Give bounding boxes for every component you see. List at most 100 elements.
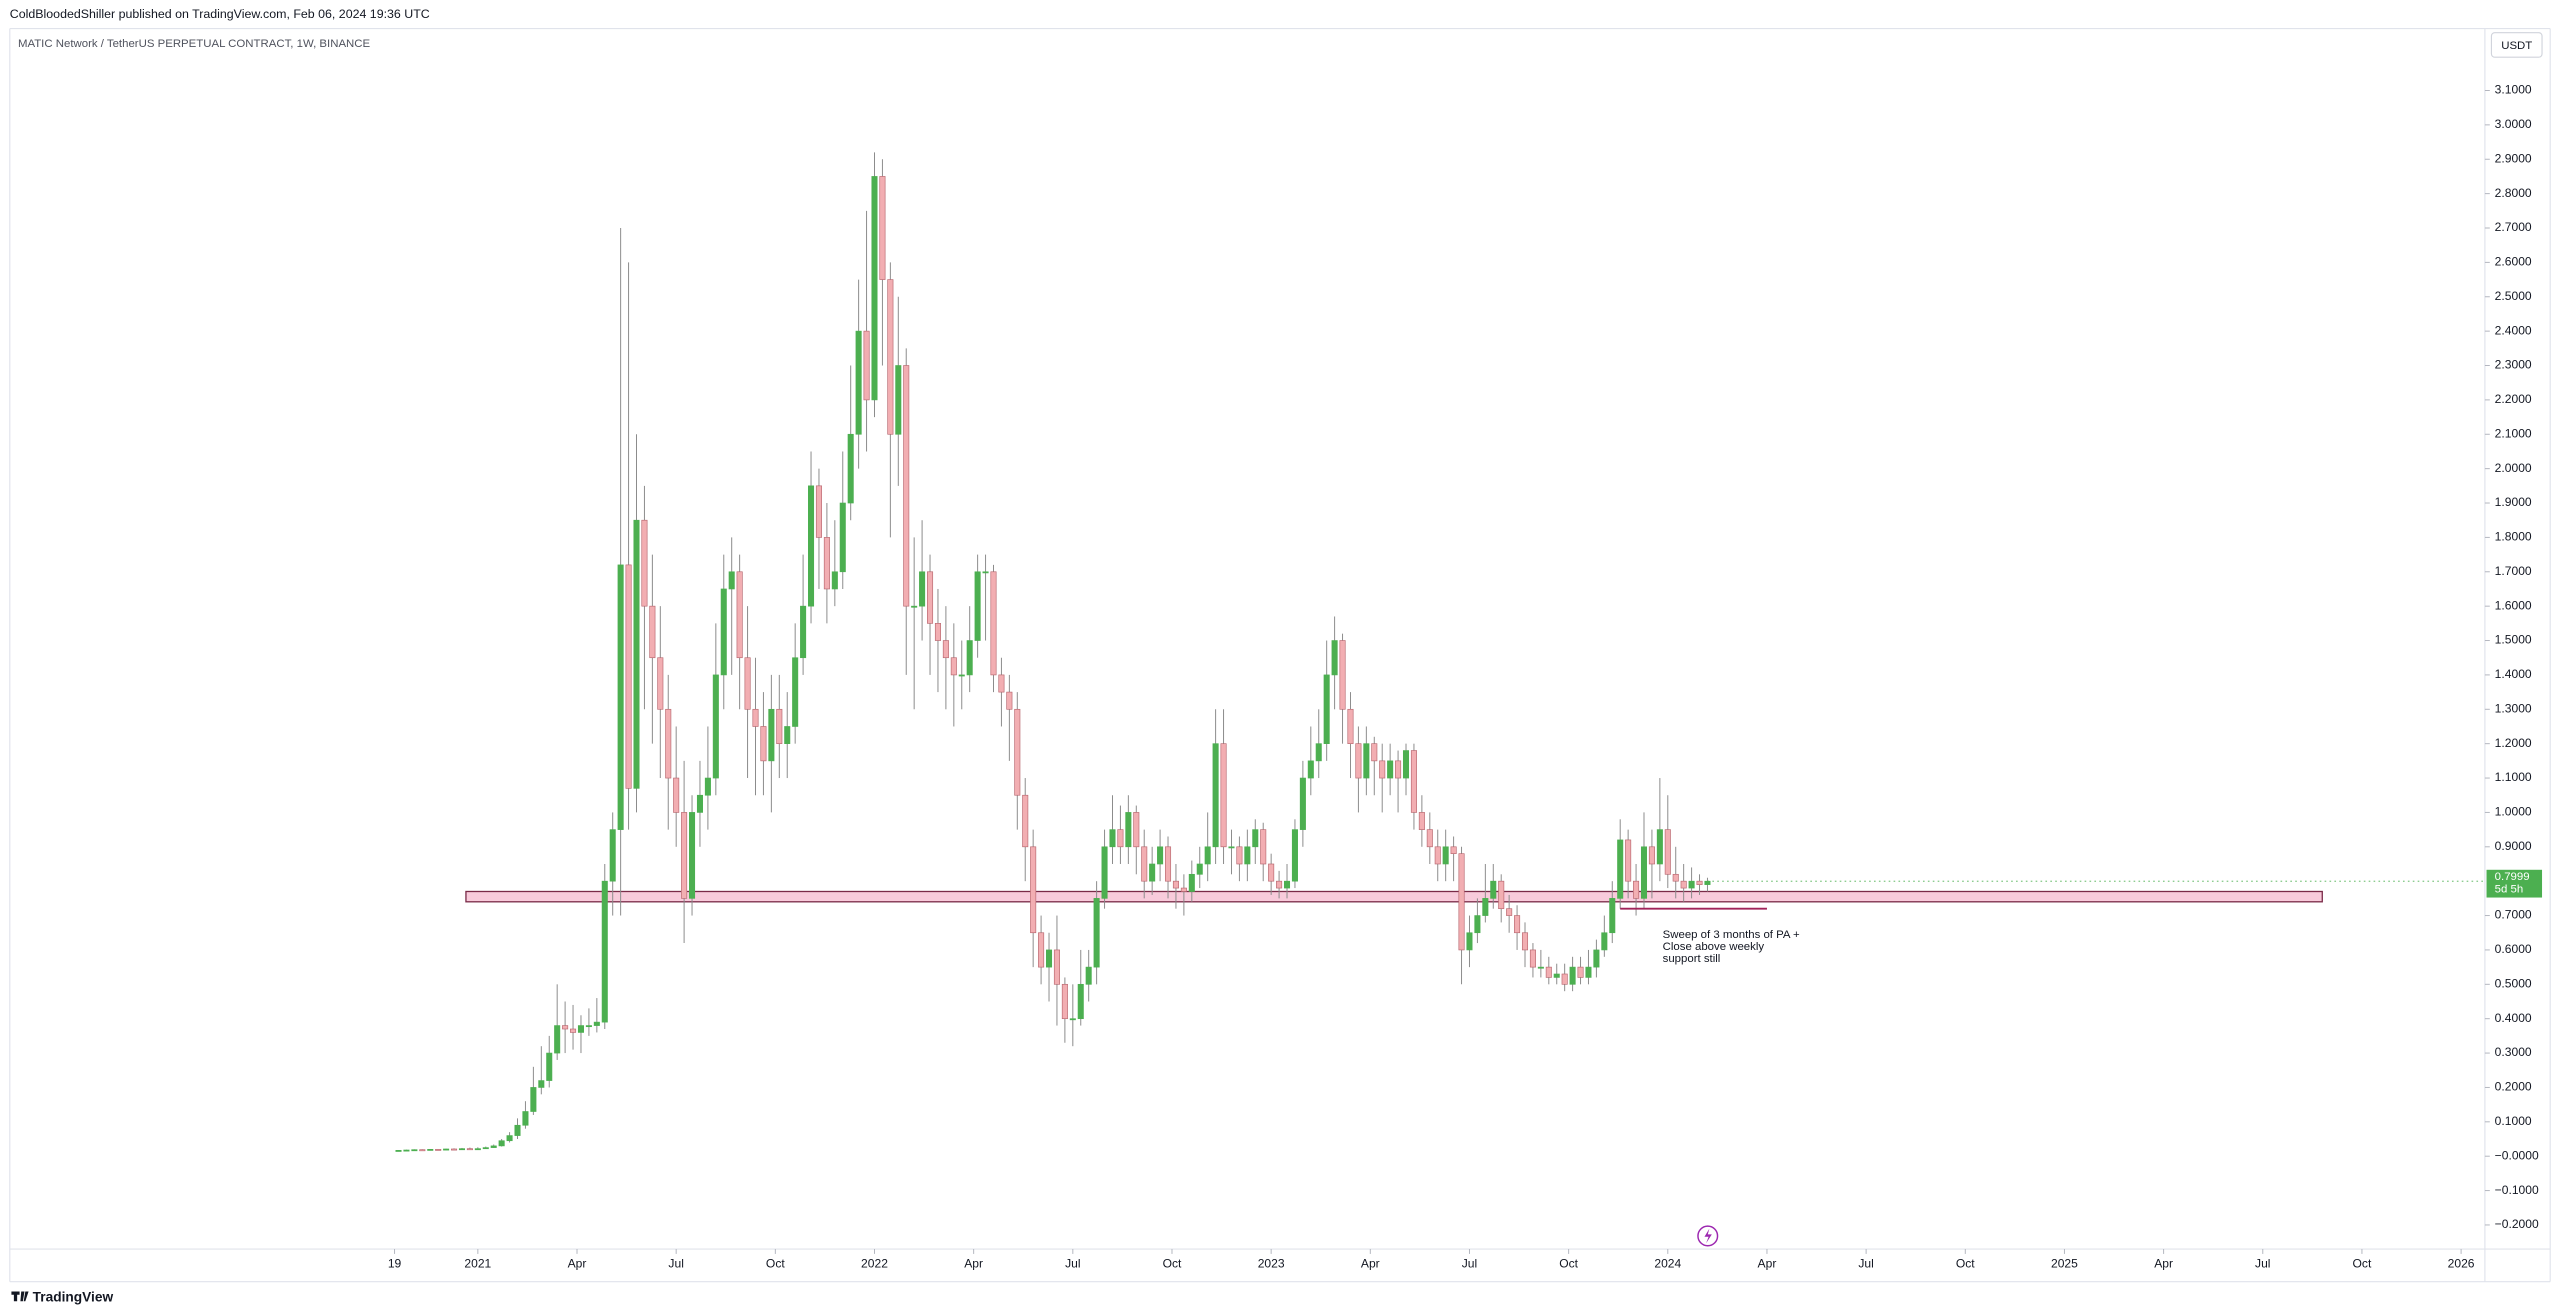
- candle-body: [1046, 949, 1053, 968]
- candle-body: [815, 485, 822, 538]
- candle-body: [934, 623, 941, 641]
- candle-body: [1244, 846, 1251, 865]
- candle-body: [419, 1149, 426, 1152]
- candle-body: [514, 1124, 521, 1136]
- y-tick-label: 1.5000: [2495, 633, 2532, 647]
- events-icon[interactable]: [1697, 1225, 1719, 1247]
- y-tick-label: 2.6000: [2495, 255, 2532, 269]
- candle-body: [1521, 932, 1529, 951]
- x-tick-label: Apr: [2154, 1257, 2173, 1271]
- candle-body: [1315, 743, 1322, 762]
- candle-body: [570, 1028, 577, 1033]
- candle-body: [1212, 743, 1219, 848]
- candle-body: [1498, 880, 1505, 910]
- candle-body: [1633, 880, 1640, 899]
- candle-body: [696, 794, 703, 813]
- candle-body: [776, 708, 783, 744]
- y-tick-label: 0.7000: [2495, 908, 2532, 922]
- candle-body: [1260, 829, 1267, 865]
- candle-body: [998, 674, 1005, 693]
- candle-body: [1704, 880, 1711, 885]
- candle-body: [641, 519, 648, 607]
- candle-body: [601, 880, 608, 1023]
- candle-body: [768, 708, 775, 762]
- x-tick-label: Apr: [568, 1257, 587, 1271]
- candle-body: [1188, 873, 1195, 892]
- candle-body: [784, 726, 791, 744]
- x-tick-label: Apr: [1361, 1257, 1380, 1271]
- candle-body: [847, 433, 854, 504]
- candle-body: [1656, 829, 1663, 865]
- candle-body: [863, 330, 870, 401]
- candle-body: [681, 812, 688, 899]
- candle-body: [974, 571, 981, 641]
- candle-body: [617, 564, 624, 830]
- candle-body: [673, 777, 680, 813]
- candle-body: [1014, 708, 1021, 796]
- candle-body: [1355, 743, 1362, 779]
- candle-body: [1220, 743, 1227, 848]
- candle-body: [443, 1148, 450, 1151]
- candle-body: [1022, 794, 1029, 848]
- candle-body: [1506, 908, 1513, 916]
- candle-body: [482, 1147, 489, 1150]
- candle-body: [1648, 846, 1655, 865]
- annotation-line: support still: [1663, 953, 1721, 965]
- candle-body: [808, 485, 815, 607]
- candle-body: [1125, 812, 1132, 848]
- candle-body: [609, 829, 616, 882]
- candle-body: [466, 1148, 473, 1151]
- annotation-line: Close above weekly: [1663, 941, 1765, 953]
- candle-body: [1680, 880, 1687, 889]
- currency-box[interactable]: [2490, 32, 2543, 58]
- candle-body: [506, 1135, 513, 1142]
- x-tick-label: 2023: [1258, 1257, 1285, 1271]
- y-tick-label: 0.9000: [2495, 839, 2532, 853]
- y-tick-label: 0.5000: [2495, 976, 2532, 990]
- candle-body: [577, 1025, 584, 1033]
- y-tick-label: 2.3000: [2495, 358, 2532, 372]
- candle-body: [792, 657, 799, 727]
- candle-body: [1561, 973, 1568, 985]
- candle-body: [1609, 898, 1616, 934]
- candle-body: [911, 605, 918, 608]
- x-tick-label: Apr: [1758, 1257, 1777, 1271]
- candle-body: [1030, 846, 1037, 934]
- candle-body: [1545, 966, 1552, 978]
- candle-body: [927, 571, 934, 624]
- y-tick-label: 2.4000: [2495, 323, 2532, 337]
- candle-body: [1339, 640, 1346, 710]
- candle-body: [823, 537, 830, 590]
- y-tick-label: 1.6000: [2495, 598, 2532, 612]
- x-tick-label: 2022: [861, 1257, 888, 1271]
- y-tick-label: 1.2000: [2495, 736, 2532, 750]
- candle-body: [990, 571, 997, 676]
- y-tick-label: 0.6000: [2495, 942, 2532, 956]
- last-price-label: 0.7999: [2495, 871, 2530, 883]
- candle-body: [1228, 846, 1235, 849]
- candle-body: [1347, 708, 1354, 744]
- y-tick-label: 1.4000: [2495, 667, 2532, 681]
- candle-body: [1299, 777, 1306, 830]
- candle-body: [689, 812, 696, 899]
- y-tick-label: 2.8000: [2495, 186, 2532, 200]
- candle-body: [871, 176, 878, 401]
- candle-body: [1006, 691, 1013, 710]
- candle-body: [490, 1145, 497, 1148]
- x-tick-label: Apr: [964, 1257, 983, 1271]
- x-tick-label: Oct: [1163, 1257, 1182, 1271]
- candle-body: [585, 1025, 592, 1028]
- y-tick-label: 0.1000: [2495, 1114, 2532, 1128]
- y-tick-label: 1.1000: [2495, 770, 2532, 784]
- candle-body: [1402, 750, 1410, 779]
- candle-body: [1093, 898, 1100, 968]
- y-tick-label: 0.3000: [2495, 1045, 2532, 1059]
- symbol-info: MATIC Network / TetherUS PERPETUAL CONTR…: [18, 38, 371, 50]
- candle-body: [1529, 949, 1536, 968]
- candle-body: [1442, 846, 1449, 865]
- currency-label: USDT: [2501, 40, 2532, 52]
- events-bolt: [1704, 1228, 1712, 1244]
- candles: Sweep of 3 months of PA +Close above wee…: [395, 152, 2323, 1152]
- candle-body: [562, 1025, 569, 1030]
